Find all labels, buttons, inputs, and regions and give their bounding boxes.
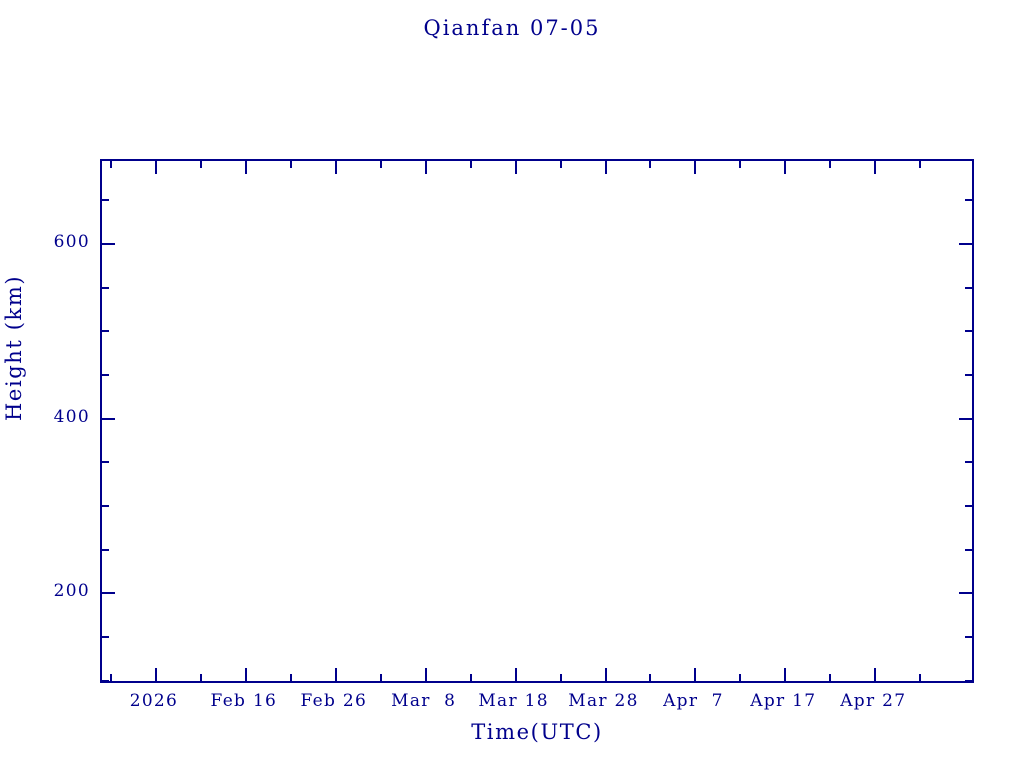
- x-axis-minor-tick: [289, 161, 292, 168]
- x-axis-major-tick: [424, 668, 427, 681]
- y-axis-tick-label: 600: [53, 231, 90, 252]
- x-axis-tick-label: Mar 28: [568, 691, 639, 711]
- y-axis-minor-tick: [102, 286, 109, 289]
- chart-title: Qianfan 07-05: [423, 16, 601, 40]
- y-axis-title: Height (km): [2, 274, 26, 421]
- x-axis-major-tick: [334, 668, 337, 681]
- x-axis-minor-tick: [379, 161, 382, 168]
- x-axis-major-tick: [154, 161, 157, 174]
- x-axis-tick-label: Mar 18: [478, 691, 549, 711]
- x-axis-major-tick: [604, 161, 607, 174]
- x-axis-major-tick: [244, 161, 247, 174]
- plot-frame: [100, 159, 974, 683]
- y-axis-minor-tick: [965, 461, 972, 464]
- x-axis-minor-tick: [559, 161, 562, 168]
- x-axis-major-tick: [784, 668, 787, 681]
- x-axis-minor-tick: [919, 674, 922, 681]
- y-axis-tick-label: 400: [53, 406, 90, 427]
- y-axis-minor-tick: [102, 635, 109, 638]
- x-axis-major-tick: [694, 668, 697, 681]
- x-axis-tick-label: 2026: [129, 691, 179, 711]
- y-axis-minor-tick: [102, 199, 109, 202]
- y-axis-minor-tick: [965, 286, 972, 289]
- y-axis-minor-tick: [965, 504, 972, 507]
- x-axis-major-tick: [874, 161, 877, 174]
- x-axis-major-tick: [874, 668, 877, 681]
- x-axis-tick-label: Apr 27: [840, 691, 907, 711]
- x-axis-major-tick: [694, 161, 697, 174]
- x-axis-minor-tick: [289, 674, 292, 681]
- x-axis-major-tick: [154, 668, 157, 681]
- y-axis-major-tick: [102, 242, 115, 245]
- x-axis-minor-tick: [559, 674, 562, 681]
- x-axis-major-tick: [604, 668, 607, 681]
- y-axis-major-tick: [959, 592, 972, 595]
- y-axis-minor-tick: [102, 679, 109, 682]
- x-axis-minor-tick: [919, 161, 922, 168]
- x-axis-minor-tick: [199, 161, 202, 168]
- x-axis-minor-tick: [379, 674, 382, 681]
- y-axis-minor-tick: [102, 548, 109, 551]
- y-axis-minor-tick: [965, 373, 972, 376]
- y-axis-major-tick: [959, 242, 972, 245]
- x-axis-tick-label: Apr 7: [663, 691, 724, 711]
- x-axis-minor-tick: [649, 161, 652, 168]
- y-axis-major-tick: [102, 417, 115, 420]
- y-axis-minor-tick: [965, 548, 972, 551]
- y-axis-major-tick: [959, 417, 972, 420]
- y-axis-minor-tick: [965, 635, 972, 638]
- x-axis-tick-label: Feb 26: [300, 691, 368, 711]
- y-axis-minor-tick: [965, 330, 972, 333]
- x-axis-tick-label: Mar 8: [391, 691, 457, 711]
- y-axis-tick-label: 200: [53, 581, 90, 602]
- x-axis-major-tick: [784, 161, 787, 174]
- x-axis-minor-tick: [199, 674, 202, 681]
- y-axis-minor-tick: [102, 461, 109, 464]
- x-axis-minor-tick: [109, 161, 112, 168]
- x-axis-tick-label: Apr 17: [750, 691, 817, 711]
- x-axis-major-tick: [244, 668, 247, 681]
- x-axis-minor-tick: [829, 674, 832, 681]
- y-axis-minor-tick: [102, 330, 109, 333]
- x-axis-major-tick: [334, 161, 337, 174]
- y-axis-minor-tick: [965, 679, 972, 682]
- y-axis-minor-tick: [965, 199, 972, 202]
- x-axis-minor-tick: [109, 674, 112, 681]
- x-axis-minor-tick: [739, 161, 742, 168]
- x-axis-tick-label: Feb 16: [210, 691, 278, 711]
- y-axis-minor-tick: [102, 373, 109, 376]
- y-axis-major-tick: [102, 592, 115, 595]
- x-axis-minor-tick: [829, 161, 832, 168]
- x-axis-minor-tick: [469, 674, 472, 681]
- x-axis-minor-tick: [469, 161, 472, 168]
- x-axis-title: Time(UTC): [471, 720, 603, 744]
- x-axis-major-tick: [514, 668, 517, 681]
- plot-canvas: [102, 161, 972, 681]
- x-axis-minor-tick: [649, 674, 652, 681]
- x-axis-major-tick: [424, 161, 427, 174]
- y-axis-minor-tick: [102, 504, 109, 507]
- x-axis-minor-tick: [739, 674, 742, 681]
- x-axis-major-tick: [514, 161, 517, 174]
